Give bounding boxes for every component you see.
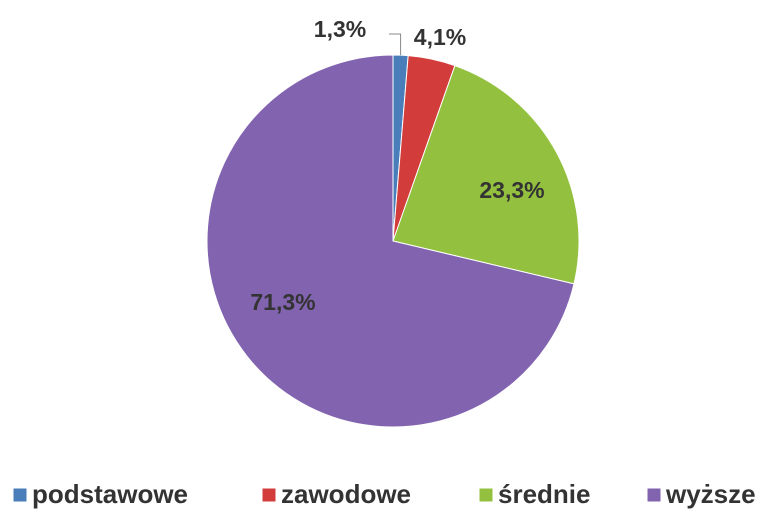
legend-swatch <box>12 487 28 503</box>
data-label: 71,3% <box>250 289 315 315</box>
legend-swatch <box>478 487 494 503</box>
legend-label: średnie <box>498 479 591 509</box>
data-label: 4,1% <box>414 24 466 50</box>
pie-slice <box>392 64 580 285</box>
legend-swatch <box>261 487 277 503</box>
data-labels: 1,3% 4,1% 23,3% 71,3% <box>250 16 544 315</box>
legend: podstawowe zawodowe średnie wyższe <box>12 479 756 509</box>
data-label: 1,3% <box>314 16 366 42</box>
legend-swatch <box>646 487 662 503</box>
legend-label: zawodowe <box>281 479 411 509</box>
data-label: 23,3% <box>479 177 544 203</box>
legend-label: podstawowe <box>32 479 188 509</box>
pie-slice <box>206 54 575 428</box>
legend-label: wyższe <box>665 479 756 509</box>
leader-line <box>389 33 402 56</box>
pie <box>206 54 580 428</box>
